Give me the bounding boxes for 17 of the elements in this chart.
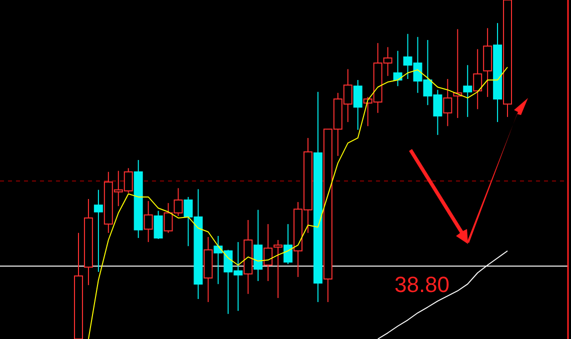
candlestick — [483, 28, 492, 98]
candlestick — [144, 200, 153, 243]
candlestick — [443, 78, 452, 127]
candlestick — [84, 198, 93, 286]
candlestick — [134, 160, 143, 238]
candlestick — [353, 80, 362, 130]
candlestick — [463, 64, 472, 118]
candlestick — [94, 189, 103, 272]
candlestick — [244, 220, 253, 294]
candlestick — [313, 91, 322, 303]
candlestick — [254, 209, 263, 282]
candlestick — [204, 236, 213, 303]
candlestick — [274, 240, 283, 298]
annotation: 38.80 — [394, 272, 450, 297]
candlestick — [264, 224, 273, 282]
candlestick — [493, 22, 502, 123]
candlestick — [473, 48, 482, 110]
